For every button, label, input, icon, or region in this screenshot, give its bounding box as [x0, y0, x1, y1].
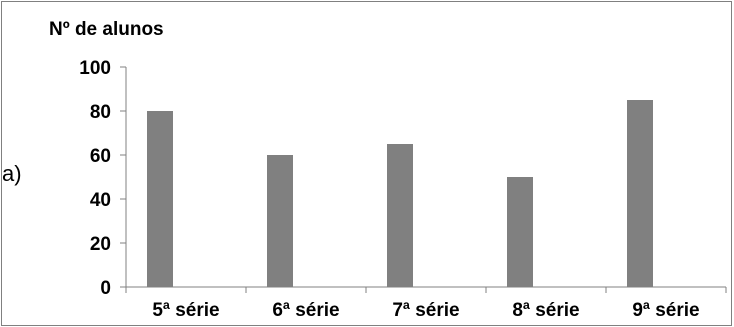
y-tick-label: 0	[100, 278, 111, 299]
y-axis: 0 20 40 60 80 100	[79, 58, 127, 299]
bar	[387, 144, 413, 287]
y-tick-label: 60	[90, 146, 111, 167]
bar	[267, 155, 293, 287]
x-category-label: 6ª série	[272, 300, 339, 321]
y-tick-label: 100	[79, 58, 111, 79]
x-category-label: 9ª série	[632, 300, 699, 321]
bars	[147, 100, 653, 287]
panel-label: a)	[2, 161, 22, 186]
bar	[147, 111, 173, 287]
x-category-label: 8ª série	[512, 300, 579, 321]
x-category-label: 5ª série	[152, 300, 219, 321]
y-tick-label: 80	[90, 102, 111, 123]
y-tick-label: 20	[90, 234, 111, 255]
y-tick-label: 40	[90, 190, 111, 211]
bar	[507, 177, 533, 287]
bar	[627, 100, 653, 287]
x-category-label: 7ª série	[392, 300, 459, 321]
y-axis-title: Nº de alunos	[49, 19, 164, 40]
x-axis: 5ª série 6ª série 7ª série 8ª série 9ª série	[125, 286, 727, 321]
